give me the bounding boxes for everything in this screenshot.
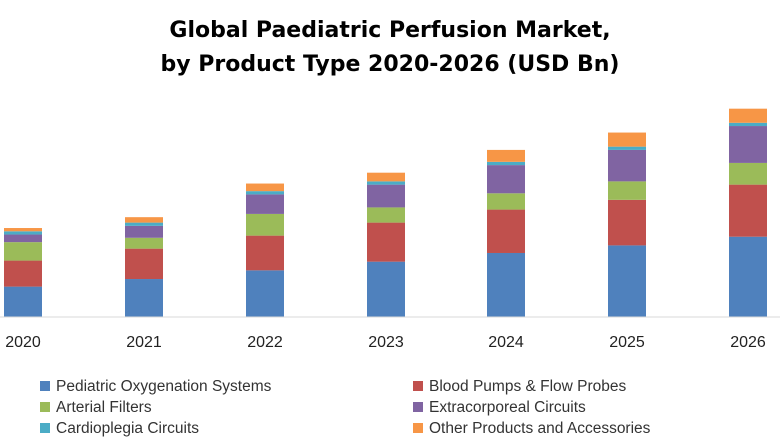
bar-segment-2025-series-3 [608, 149, 646, 182]
bar-segment-2023-series-3 [367, 184, 405, 208]
bar-segment-2020-series-3 [4, 234, 42, 243]
legend-item-3: Extracorporeal Circuits [413, 399, 586, 417]
bar-segment-2023-series-0 [367, 261, 405, 317]
x-tick-label-2020: 2020 [5, 334, 41, 351]
legend-label-1: Blood Pumps & Flow Probes [429, 378, 627, 395]
bar-segment-2025-series-5 [608, 132, 646, 147]
legend-swatch-4 [40, 423, 50, 433]
bar-segment-2020-series-0 [4, 286, 42, 317]
bar-segment-2022-series-5 [246, 183, 284, 192]
bar-segment-2020-series-4 [4, 231, 42, 235]
legend-swatch-2 [40, 402, 50, 412]
x-tick-label-2024: 2024 [488, 334, 524, 351]
x-tick-label-2025: 2025 [609, 334, 645, 351]
legend-label-2: Arterial Filters [56, 399, 152, 416]
bar-segment-2025-series-4 [608, 146, 646, 150]
bar-segment-2024-series-2 [487, 193, 525, 210]
bar-segment-2026-series-0 [729, 236, 767, 317]
x-tick-label-2023: 2023 [368, 334, 404, 351]
legend-swatch-0 [40, 381, 50, 391]
legend-label-5: Other Products and Accessories [429, 420, 651, 437]
bar-segment-2020-series-1 [4, 260, 42, 287]
bar-segment-2021-series-5 [125, 217, 163, 223]
x-tick-label-2022: 2022 [247, 334, 283, 351]
legend-swatch-3 [413, 402, 423, 412]
legend-item-0: Pediatric Oxygenation Systems [40, 378, 271, 396]
bar-segment-2024-series-0 [487, 252, 525, 317]
legend-label-0: Pediatric Oxygenation Systems [56, 378, 272, 395]
bar-segment-2024-series-3 [487, 165, 525, 194]
bar-segment-2026-series-5 [729, 108, 767, 123]
x-tick-labels: 2020 2021 2022 2023 2024 2025 2026 [5, 334, 766, 351]
legend-swatch-5 [413, 423, 423, 433]
bar-segment-2021-series-2 [125, 237, 163, 249]
bar-segment-2023-series-1 [367, 222, 405, 262]
bar-segment-2021-series-0 [125, 279, 163, 317]
bar-segment-2023-series-5 [367, 172, 405, 182]
legend: Pediatric Oxygenation Systems Blood Pumps… [0, 373, 780, 440]
legend-item-1: Blood Pumps & Flow Probes [413, 378, 626, 396]
legend-item-4: Cardioplegia Circuits [40, 420, 199, 438]
legend-item-2: Arterial Filters [40, 399, 152, 417]
bar-segment-2021-series-4 [125, 222, 163, 226]
bar-segment-2026-series-4 [729, 122, 767, 127]
bar-segment-2025-series-2 [608, 181, 646, 200]
bar-segment-2020-series-5 [4, 228, 42, 232]
legend-label-3: Extracorporeal Circuits [429, 399, 586, 416]
bar-segment-2022-series-2 [246, 213, 284, 236]
bar-segment-2024-series-5 [487, 149, 525, 162]
legend-swatch-1 [413, 381, 423, 391]
chart-title-line-2: by Product Type 2020-2026 (USD Bn) [160, 52, 620, 77]
bar-segment-2021-series-3 [125, 225, 163, 238]
bar-segment-2026-series-1 [729, 184, 767, 237]
bar-segment-2022-series-3 [246, 194, 284, 214]
bar-segment-2022-series-0 [246, 270, 284, 317]
chart-plot: 2020 2021 2022 2023 2024 2025 2026 [0, 108, 780, 351]
bar-segment-2025-series-1 [608, 199, 646, 246]
bars-group [4, 108, 767, 317]
chart-title-line-1: Global Paediatric Perfusion Market, [169, 18, 611, 43]
bar-segment-2021-series-1 [125, 248, 163, 280]
bar-segment-2023-series-2 [367, 207, 405, 223]
bar-segment-2024-series-4 [487, 161, 525, 166]
bar-segment-2025-series-0 [608, 245, 646, 317]
bar-segment-2023-series-4 [367, 181, 405, 185]
bar-segment-2024-series-1 [487, 209, 525, 253]
bar-segment-2022-series-4 [246, 191, 284, 195]
legend-label-4: Cardioplegia Circuits [56, 420, 200, 437]
x-tick-label-2026: 2026 [730, 334, 766, 351]
bar-segment-2020-series-2 [4, 242, 42, 261]
bar-segment-2022-series-1 [246, 235, 284, 271]
bar-segment-2026-series-3 [729, 126, 767, 163]
bar-segment-2026-series-2 [729, 162, 767, 185]
x-tick-label-2021: 2021 [126, 334, 162, 351]
chart-title: Global Paediatric Perfusion Market, by P… [0, 14, 780, 82]
legend-item-5: Other Products and Accessories [413, 420, 650, 438]
